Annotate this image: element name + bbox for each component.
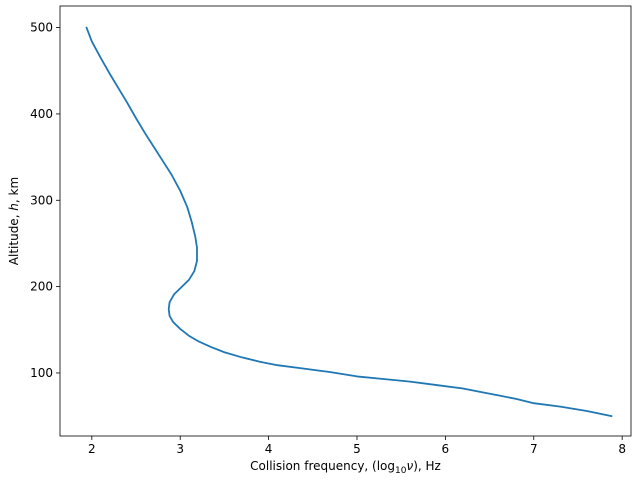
y-tick-label: 500	[30, 21, 53, 35]
y-tick-label: 100	[30, 366, 53, 380]
x-tick-label: 6	[442, 442, 450, 456]
x-tick-label: 2	[88, 442, 96, 456]
y-axis-label: Altitude, h, km	[7, 177, 21, 265]
y-tick-label: 400	[30, 107, 53, 121]
x-axis-label: Collision frequency, (log10ν), Hz	[250, 459, 441, 476]
x-axis: 2 3 4 5 6 7 8	[88, 436, 626, 456]
y-tick-label: 300	[30, 193, 53, 207]
y-tick-label: 200	[30, 280, 53, 294]
x-tick-label: 5	[353, 442, 361, 456]
x-tick-label: 7	[530, 442, 538, 456]
plot-frame	[59, 5, 632, 437]
series-line	[85, 26, 613, 418]
x-tick-label: 3	[176, 442, 184, 456]
x-tick-label: 8	[618, 442, 626, 456]
x-tick-label: 4	[265, 442, 273, 456]
plot-area	[85, 26, 613, 418]
y-axis: 100 200 300 400 500	[30, 21, 60, 380]
